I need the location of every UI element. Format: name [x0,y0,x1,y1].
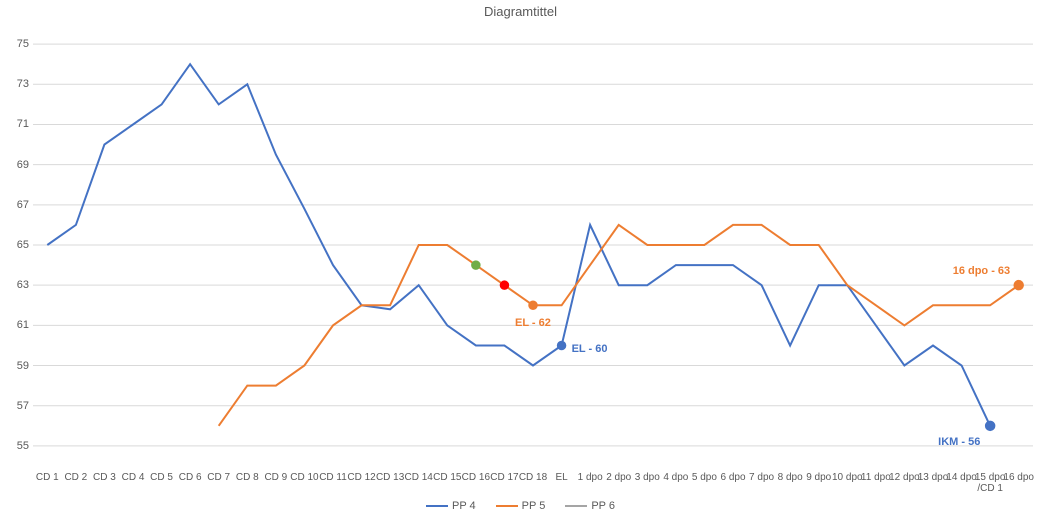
x-tick-label: CD 1 [36,472,59,483]
marker-dot [500,281,508,289]
x-tick-label: CD 14 [405,472,433,483]
x-tick-label: CD 17 [490,472,518,483]
y-tick-label: 55 [5,440,29,452]
y-tick-label: 73 [5,78,29,90]
x-tick-label: 6 dpo [720,472,745,483]
x-tick-label: CD 15 [433,472,461,483]
x-tick-label: 9 dpo [806,472,831,483]
x-tick-label: CD 3 [93,472,116,483]
x-tick-label: 8 dpo [778,472,803,483]
legend: PP 4 PP 5 PP 6 [0,500,1041,512]
y-tick-label: 59 [5,360,29,372]
x-tick-label: 15 dpo /CD 1 [975,472,1006,494]
x-tick-label: CD 2 [64,472,87,483]
y-tick-label: 75 [5,38,29,50]
x-tick-label: CD 12 [347,472,375,483]
legend-item: PP 6 [565,500,615,512]
x-tick-label: 5 dpo [692,472,717,483]
x-tick-label: 4 dpo [663,472,688,483]
legend-item: PP 4 [426,500,476,512]
legend-label: PP 5 [522,500,546,512]
y-tick-label: 67 [5,199,29,211]
x-tick-label: CD 7 [207,472,230,483]
chart-root: Diagramtittel 5557596163656769717375 CD … [0,0,1041,516]
legend-swatch [426,505,448,507]
y-tick-label: 61 [5,319,29,331]
data-label: IKM - 56 [938,436,980,448]
marker-dot [1014,281,1023,290]
x-tick-label: CD 5 [150,472,173,483]
plot-area [0,0,1041,516]
marker-dot [558,341,566,349]
x-tick-label: 11 dpo [861,472,891,483]
legend-label: PP 6 [591,500,615,512]
legend-item: PP 5 [496,500,546,512]
x-tick-label: 2 dpo [606,472,631,483]
x-tick-label: CD 9 [264,472,287,483]
y-tick-label: 69 [5,159,29,171]
y-tick-label: 71 [5,118,29,130]
y-tick-label: 57 [5,400,29,412]
y-tick-label: 63 [5,279,29,291]
x-tick-label: 7 dpo [749,472,774,483]
data-label: EL - 60 [572,343,608,355]
x-tick-label: 13 dpo [918,472,949,483]
x-tick-label: CD 10 [290,472,318,483]
x-tick-label: 14 dpo [946,472,977,483]
x-tick-label: CD 13 [376,472,404,483]
y-tick-label: 65 [5,239,29,251]
x-tick-label: CD 6 [179,472,202,483]
x-tick-label: 16 dpo [1003,472,1034,483]
x-tick-label: EL [555,472,567,483]
legend-label: PP 4 [452,500,476,512]
marker-dot [529,301,537,309]
x-tick-label: CD 8 [236,472,259,483]
legend-swatch [565,505,587,507]
x-tick-label: CD 4 [122,472,145,483]
x-tick-label: 10 dpo [832,472,863,483]
x-tick-label: 1 dpo [578,472,603,483]
x-tick-label: CD 11 [319,472,347,483]
x-tick-label: 12 dpo [889,472,920,483]
x-tick-label: CD 16 [462,472,490,483]
marker-dot [986,421,995,430]
x-tick-label: CD 18 [519,472,547,483]
data-label: 16 dpo - 63 [953,265,1010,277]
marker-dot [472,261,480,269]
x-tick-label: 3 dpo [635,472,660,483]
data-label: EL - 62 [515,317,551,329]
legend-swatch [496,505,518,507]
